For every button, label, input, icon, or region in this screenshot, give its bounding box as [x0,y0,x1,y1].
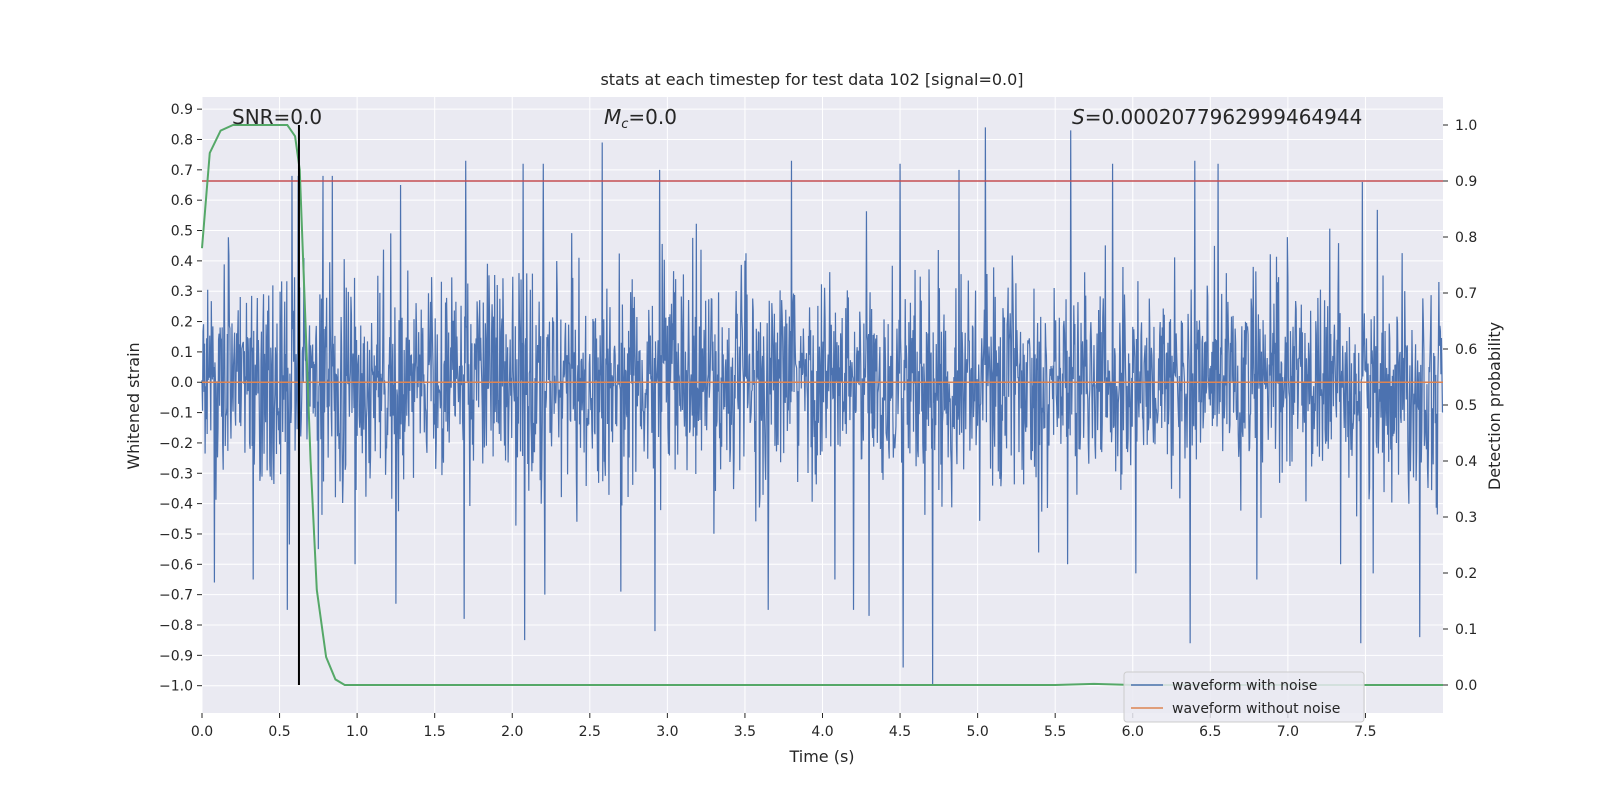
chart-title: stats at each timestep for test data 102… [600,70,1023,89]
y2-tick-label: 0.5 [1455,398,1477,414]
y2-axis-label: Detection probability [1485,322,1504,490]
x-tick-label: 7.5 [1354,724,1376,740]
x-tick-label: 6.5 [1199,724,1221,740]
x-tick-label: 5.5 [1044,724,1066,740]
x-tick-label: 5.0 [966,724,988,740]
y-tick-label: 0.9 [171,102,193,118]
y-tick-label: 0.1 [171,345,193,361]
snr-annotation: SNR=0.0 [232,105,322,129]
y-tick-label: 0.8 [171,132,193,148]
y-tick-label: 0.3 [171,284,193,300]
y-tick-label: 0.2 [171,315,193,331]
mc-subscript: c [621,117,628,132]
y2-tick-label: 0.2 [1455,566,1477,582]
y2-tick-label: 0.3 [1455,510,1477,526]
legend: waveform with noise waveform without noi… [1123,671,1365,723]
y-tick-label: 0.4 [171,254,193,270]
legend-label-clean: waveform without noise [1172,701,1340,717]
legend-label-noisy: waveform with noise [1172,678,1317,694]
x-tick-label: 2.5 [579,724,601,740]
y2-tick-label: 0.6 [1455,342,1477,358]
x-tick-label: 3.0 [656,724,678,740]
x-tick-label: 6.0 [1122,724,1144,740]
y-tick-label: −0.3 [159,466,193,482]
y-tick-label: −0.9 [159,648,193,664]
y-axis-label: Whitened strain [124,342,143,469]
x-tick-label: 3.5 [734,724,756,740]
y2-tick-label: 0.0 [1455,678,1477,694]
mc-annotation: Mc=0.0 [604,105,677,132]
y-tick-label: −0.8 [159,618,193,634]
y2-tick-label: 0.1 [1455,622,1477,638]
y-tick-label: −0.6 [159,557,193,573]
legend-box [1123,671,1365,723]
x-tick-label: 0.5 [268,724,290,740]
mc-value: =0.0 [628,105,677,129]
y-tick-label: −0.5 [159,527,193,543]
y2-tick-label: 1.0 [1455,118,1477,134]
y-tick-label: −0.7 [159,588,193,604]
x-tick-label: 7.0 [1277,724,1299,740]
y-tick-label: 0.6 [171,193,193,209]
series-waveform-with-noise [201,127,1444,686]
y-tick-label: −1.0 [159,679,193,695]
s-annotation: S=0.0002077962999464944 [1072,105,1362,129]
s-value: =0.0002077962999464944 [1085,105,1363,129]
y2-tick-label: 0.9 [1455,174,1477,190]
y-tick-label: 0.7 [171,163,193,179]
series-detection-probability [201,124,1443,686]
y2-tick-label: 0.7 [1455,286,1477,302]
x-tick-label: 0.0 [191,724,213,740]
y-tick-label: −0.4 [159,497,193,513]
y-tick-label: 0.0 [171,375,193,391]
x-tick-label: 4.5 [889,724,911,740]
s-symbol: S [1072,105,1085,129]
y-tick-label: −0.1 [159,406,193,422]
x-axis-label: Time (s) [788,747,854,766]
y2-tick-label: 0.4 [1455,454,1477,470]
x-tick-label: 2.0 [501,724,523,740]
y-tick-label: −0.2 [159,436,193,452]
y2-tick-label: 0.8 [1455,230,1477,246]
x-tick-label: 1.0 [346,724,368,740]
x-tick-label: 1.5 [424,724,446,740]
x-tick-label: 4.0 [811,724,833,740]
y-tick-label: 0.5 [171,224,193,240]
mc-symbol: M [604,105,621,129]
